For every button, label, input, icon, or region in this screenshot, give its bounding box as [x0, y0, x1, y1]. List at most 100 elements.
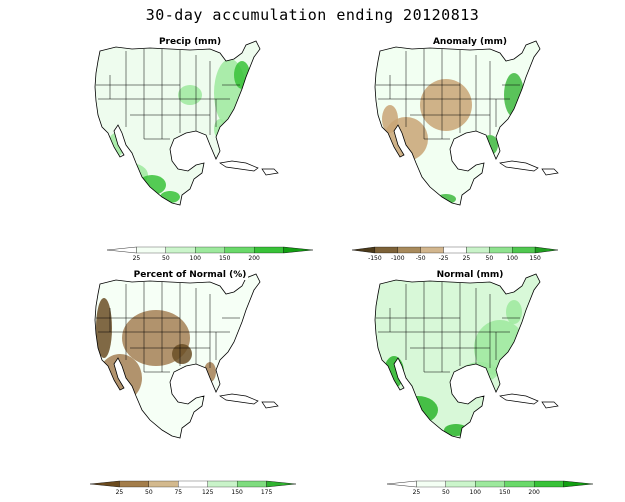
shaded-region: [138, 175, 166, 195]
normal-map: [374, 273, 559, 439]
colorbar-swatch: [195, 246, 225, 254]
colorbar-swatch: [351, 246, 376, 254]
hispaniola-outline: [541, 168, 559, 176]
colorbar-tick-label: 200: [528, 489, 540, 496]
shaded-region: [172, 344, 192, 364]
colorbar-swatch: [563, 480, 594, 488]
colorbar-swatch: [466, 246, 490, 254]
colorbar-tick-label: 125: [202, 489, 214, 496]
anomaly-map-title: Anomaly (mm): [430, 37, 510, 47]
colorbar-swatch: [489, 246, 513, 254]
precip-map: [94, 40, 279, 206]
normal-colorbar: 25 50 100 150 200: [375, 478, 605, 498]
anomaly-colorbar-svg: -150 -100 -50 -25 25 50 100 150: [351, 246, 559, 262]
colorbar-tick-label: 25: [133, 255, 141, 262]
coastline: [374, 40, 541, 206]
normal-colorbar-svg: 25 50 100 150 200: [386, 480, 594, 496]
shaded-region: [112, 163, 148, 187]
colorbar-swatch: [533, 480, 564, 488]
hispaniola-outline: [261, 168, 279, 176]
percent-normal-map: [94, 273, 279, 439]
colorbar-swatch: [420, 246, 444, 254]
colorbar-swatch: [512, 246, 536, 254]
percent-normal-map-title: Percent of Normal (%): [131, 270, 249, 280]
cuba-outline: [219, 393, 259, 405]
colorbar-tick-label: 100: [506, 255, 518, 262]
precip-colorbar: 25 50 100 150 200: [95, 244, 325, 264]
colorbar-tick-label: 25: [116, 489, 124, 496]
colorbar-swatch: [534, 246, 559, 254]
normal-map-title: Normal (mm): [434, 270, 506, 280]
state-borders: [96, 282, 240, 373]
hispaniola-outline: [261, 401, 279, 409]
colorbar-swatch: [89, 480, 120, 488]
colorbar-swatch: [178, 480, 208, 488]
coastline: [374, 273, 541, 439]
cuba-outline: [499, 393, 539, 405]
colorbar-tick-label: 50: [162, 255, 170, 262]
shaded-region: [96, 298, 112, 358]
hispaniola-outline: [541, 401, 559, 409]
colorbar-swatch: [106, 246, 137, 254]
anomaly-map-panel: Anomaly (mm): [350, 35, 590, 240]
colorbar-tick-label: 50: [145, 489, 153, 496]
colorbar-swatch: [386, 480, 417, 488]
colorbar-swatch: [374, 246, 398, 254]
colorbar-tick-label: 50: [486, 255, 494, 262]
state-borders: [376, 282, 520, 373]
shaded-region: [462, 362, 498, 382]
colorbar-swatch: [224, 246, 255, 254]
cuba-outline: [219, 160, 259, 172]
colorbar-swatch: [253, 246, 284, 254]
state-borders: [376, 49, 520, 140]
colorbar-tick-label: 150: [231, 489, 243, 496]
percent-normal-colorbar-svg: 25 50 75 125 150 175: [89, 480, 297, 496]
colorbar-swatch: [266, 480, 297, 488]
main-title: 30-day accumulation ending 20120813: [145, 6, 480, 24]
colorbar-swatch: [136, 246, 167, 254]
precip-map-title: Precip (mm): [156, 37, 224, 47]
colorbar-tick-label: -100: [391, 255, 405, 262]
colorbar-tick-label: 25: [463, 255, 471, 262]
colorbar-swatch: [504, 480, 535, 488]
colorbar-swatch: [397, 246, 421, 254]
colorbar-tick-label: 75: [174, 489, 182, 496]
colorbar-tick-label: 150: [499, 489, 511, 496]
colorbar-swatch: [445, 480, 476, 488]
colorbar-tick-label: 50: [442, 489, 450, 496]
colorbar-tick-label: -25: [439, 255, 449, 262]
shaded-region: [504, 73, 524, 117]
shaded-region: [506, 300, 522, 324]
colorbar-tick-label: 175: [261, 489, 273, 496]
precip-map-panel: Precip (mm): [70, 35, 310, 240]
normal-map-panel: Normal (mm): [350, 268, 590, 473]
shaded-region: [382, 105, 398, 133]
colorbar-swatch: [165, 246, 196, 254]
land-fill: [375, 274, 540, 438]
colorbar-tick-label: 25: [413, 489, 421, 496]
shaded-region: [160, 191, 180, 203]
colorbar-tick-label: 100: [470, 489, 482, 496]
colorbar-swatch: [119, 480, 150, 488]
colorbar-swatch: [236, 480, 267, 488]
state-borders: [96, 49, 240, 140]
anomaly-colorbar: -150 -100 -50 -25 25 50 100 150: [340, 244, 570, 264]
coastline: [94, 40, 261, 206]
percent-normal-colorbar: 25 50 75 125 150 175: [78, 478, 308, 498]
colorbar-tick-label: -50: [416, 255, 426, 262]
colorbar-tick-label: -150: [368, 255, 382, 262]
colorbar-swatch: [443, 246, 467, 254]
shaded-region: [178, 85, 202, 105]
percent-normal-map-panel: Percent of Normal (%): [70, 268, 310, 473]
colorbar-tick-label: 150: [529, 255, 541, 262]
colorbar-swatch: [283, 246, 314, 254]
colorbar-swatch: [207, 480, 238, 488]
colorbar-swatch: [416, 480, 447, 488]
coastline: [94, 273, 261, 439]
colorbar-tick-label: 150: [219, 255, 231, 262]
anomaly-map: [374, 40, 559, 206]
shaded-region: [420, 79, 472, 131]
cuba-outline: [499, 160, 539, 172]
colorbar-swatch: [148, 480, 179, 488]
colorbar-swatch: [475, 480, 505, 488]
